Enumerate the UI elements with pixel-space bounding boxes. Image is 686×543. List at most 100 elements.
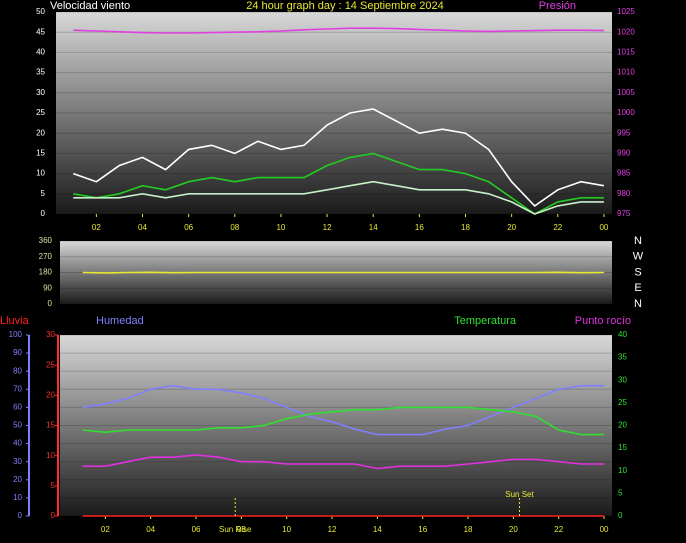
legend-label: Punto rocío bbox=[575, 315, 631, 327]
x-tick-label: 16 bbox=[415, 223, 424, 232]
x-tick-label: 02 bbox=[92, 223, 101, 232]
y-tick-label: 5 bbox=[41, 189, 46, 198]
x-tick-label: 04 bbox=[146, 525, 155, 534]
y-tick-label: 15 bbox=[36, 149, 45, 158]
x-tick-label: 18 bbox=[464, 525, 473, 534]
x-tick-label: 00 bbox=[599, 223, 608, 232]
legend-label: Lluvia bbox=[0, 315, 30, 327]
y-tick-label: 90 bbox=[13, 348, 22, 357]
x-tick-label: 12 bbox=[323, 223, 332, 232]
y-tick-label: 30 bbox=[36, 88, 45, 97]
y-tick-label: 0 bbox=[18, 511, 23, 520]
y-tick-label: 1020 bbox=[617, 27, 635, 36]
y-tick-label: 35 bbox=[618, 353, 627, 362]
legend-label: Presión bbox=[539, 0, 576, 12]
plot-area bbox=[56, 12, 612, 214]
y-tick-label: 360 bbox=[39, 236, 53, 245]
y-tick-label: 20 bbox=[36, 128, 45, 137]
y-tick-label: 980 bbox=[617, 189, 631, 198]
chart-title: 24 hour graph day : 14 Septiembre 2024 bbox=[246, 0, 444, 12]
y-tick-label: 40 bbox=[618, 330, 627, 339]
x-tick-label: 04 bbox=[138, 223, 147, 232]
x-tick-label: 10 bbox=[282, 525, 291, 534]
annotation-label: Sun Set bbox=[505, 490, 534, 499]
y-tick-label: 40 bbox=[36, 48, 45, 57]
y-tick-label: 5 bbox=[51, 481, 56, 490]
y-tick-label: 20 bbox=[618, 421, 627, 430]
legend-label: Velocidad viento bbox=[50, 0, 130, 12]
x-tick-label: 14 bbox=[373, 525, 382, 534]
y-tick-label: 0 bbox=[41, 209, 46, 218]
x-tick-label: 10 bbox=[276, 223, 285, 232]
series-line bbox=[82, 454, 605, 470]
y-tick-label: 30 bbox=[46, 330, 55, 339]
annotation-label: Sun Rise bbox=[219, 525, 252, 534]
series-line bbox=[73, 27, 604, 34]
x-tick-label: 08 bbox=[237, 525, 246, 534]
y-tick-label: 15 bbox=[618, 443, 627, 452]
y-tick-label: 100 bbox=[9, 330, 23, 339]
series-line bbox=[82, 271, 605, 274]
x-tick-label: 12 bbox=[328, 525, 337, 534]
y-tick-label: 80 bbox=[13, 366, 22, 375]
y-tick-label: 15 bbox=[46, 421, 55, 430]
y-tick-label: 0 bbox=[48, 299, 53, 308]
y-tick-label: 985 bbox=[617, 169, 631, 178]
y-tick-label: 30 bbox=[618, 375, 627, 384]
y-tick-label: E bbox=[634, 282, 641, 294]
x-tick-label: 14 bbox=[369, 223, 378, 232]
y-tick-label: 45 bbox=[36, 27, 45, 36]
y-tick-label: 995 bbox=[617, 128, 631, 137]
x-tick-label: 22 bbox=[554, 525, 563, 534]
y-tick-label: 10 bbox=[13, 493, 22, 502]
x-tick-label: 02 bbox=[101, 525, 110, 534]
y-tick-label: 1005 bbox=[617, 88, 635, 97]
series-line bbox=[73, 152, 604, 215]
y-tick-label: 975 bbox=[617, 209, 631, 218]
series-line bbox=[73, 108, 605, 207]
y-tick-label: 1015 bbox=[617, 48, 635, 57]
y-tick-label: 1025 bbox=[617, 7, 635, 16]
y-tick-label: 10 bbox=[36, 169, 45, 178]
x-tick-label: 06 bbox=[192, 525, 201, 534]
y-tick-label: 1000 bbox=[617, 108, 635, 117]
y-tick-label: N bbox=[634, 235, 642, 247]
y-tick-label: 20 bbox=[46, 390, 55, 399]
series-line bbox=[82, 406, 605, 436]
y-tick-label: 50 bbox=[36, 7, 45, 16]
plot-area bbox=[60, 335, 612, 516]
y-tick-label: 990 bbox=[617, 149, 631, 158]
y-tick-label: 25 bbox=[46, 360, 55, 369]
x-tick-label: 20 bbox=[507, 223, 516, 232]
x-tick-label: 22 bbox=[553, 223, 562, 232]
y-tick-label: 40 bbox=[13, 439, 22, 448]
series-line bbox=[73, 180, 604, 215]
series-line bbox=[82, 384, 605, 436]
y-tick-label: 180 bbox=[39, 268, 53, 277]
y-tick-label: W bbox=[633, 251, 644, 263]
y-tick-label: 270 bbox=[39, 252, 53, 261]
y-tick-label: 25 bbox=[36, 108, 45, 117]
legend-label: Humedad bbox=[96, 315, 144, 327]
y-tick-label: 70 bbox=[13, 384, 22, 393]
x-tick-label: 08 bbox=[230, 223, 239, 232]
y-tick-label: 1010 bbox=[617, 68, 635, 77]
y-tick-label: 35 bbox=[36, 68, 45, 77]
x-tick-label: 20 bbox=[509, 525, 518, 534]
x-tick-label: 18 bbox=[461, 223, 470, 232]
y-tick-label: 5 bbox=[618, 488, 623, 497]
x-tick-label: 16 bbox=[418, 525, 427, 534]
x-tick-label: 06 bbox=[184, 223, 193, 232]
y-tick-label: 25 bbox=[618, 398, 627, 407]
y-tick-label: 0 bbox=[51, 511, 56, 520]
y-tick-label: 90 bbox=[43, 283, 52, 292]
y-tick-label: 10 bbox=[618, 466, 627, 475]
y-tick-label: 30 bbox=[13, 457, 22, 466]
y-tick-label: 10 bbox=[46, 451, 55, 460]
x-tick-label: 00 bbox=[600, 525, 609, 534]
y-tick-label: N bbox=[634, 298, 642, 310]
legend-label: Temperatura bbox=[454, 315, 517, 327]
y-tick-label: S bbox=[634, 266, 641, 278]
y-tick-label: 50 bbox=[13, 421, 22, 430]
